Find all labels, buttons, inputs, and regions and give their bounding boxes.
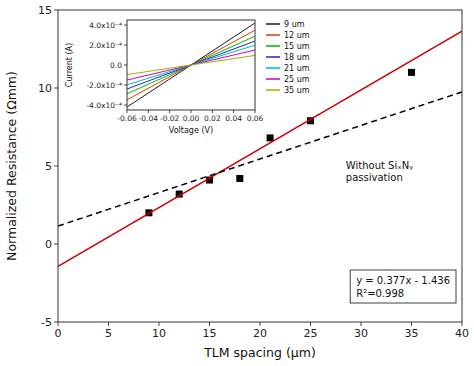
- y-tick-label: 10: [38, 82, 52, 95]
- x-tick: [361, 322, 362, 326]
- equation-box: y = 0.377x - 1.436 R²=0.998: [350, 270, 456, 303]
- chart: 0510152025303540-5051015TLM spacing (μm)…: [0, 0, 474, 366]
- x-tick: [108, 322, 109, 326]
- legend-label: 25 um: [284, 75, 310, 84]
- x-tick: [260, 322, 261, 326]
- plot-background: [127, 20, 255, 110]
- legend-swatch: [266, 23, 280, 25]
- series-line: [127, 41, 255, 89]
- annotation-text: passivation: [346, 172, 403, 183]
- axes-1: -0.06-0.04-0.020.00 0.02 0.04 0.06 -4.0x10⁻⁴…: [65, 20, 310, 136]
- legend-label: 12 um: [284, 31, 310, 40]
- series-line: [127, 45, 255, 85]
- x-tick-label: 0.04: [225, 114, 242, 123]
- y-tick: [54, 166, 58, 167]
- y-tick-label: 15: [38, 4, 52, 17]
- y-tick-label: -5: [41, 316, 52, 329]
- x-tick-label: 10: [152, 327, 166, 340]
- x-tick-label: 0: [55, 327, 62, 340]
- x-axis-label: Voltage (V): [169, 126, 213, 135]
- scatter-point: [408, 69, 415, 76]
- legend-label: 9 um: [284, 20, 305, 29]
- annotation-text: y = 0.377x - 1.436: [356, 275, 450, 286]
- x-tick-label: -0.02: [160, 114, 180, 123]
- plot-frame: [127, 20, 255, 110]
- equation-frame: [350, 270, 456, 303]
- scatter-point: [267, 134, 274, 141]
- y-tick-label: -4.0x10⁻⁴: [86, 101, 122, 110]
- x-tick-label: 0.02: [204, 114, 221, 123]
- legend-swatch: [266, 34, 280, 36]
- y-axis-label: Current (A): [65, 43, 74, 87]
- legend-label: 35 um: [284, 86, 310, 95]
- axes-0: 0510152025303540-5051015TLM spacing (μm)…: [4, 4, 469, 361]
- x-tick-label: 20: [253, 327, 267, 340]
- series-line: [127, 30, 255, 100]
- y-tick-label: 0.0: [110, 61, 122, 70]
- x-tick: [411, 322, 412, 326]
- data-layer: [127, 23, 255, 107]
- series-line: [127, 55, 255, 74]
- legend-swatch: [266, 89, 280, 91]
- series-line: [58, 31, 462, 266]
- x-axis-label: TLM spacing (μm): [203, 345, 316, 360]
- annotation: Without SiₓNᵧpassivation: [346, 160, 413, 183]
- legend: 9 um 12 um 15 um 18 um 21 um 25 um 35 um: [266, 20, 310, 95]
- annotation-text: Without SiₓNᵧ: [346, 160, 413, 171]
- y-tick: [54, 10, 58, 11]
- x-tick-label: 35: [405, 327, 419, 340]
- x-tick-label: 0.00: [183, 114, 200, 123]
- x-tick: [310, 322, 311, 326]
- x-tick: [209, 322, 210, 326]
- x-tick: [159, 322, 160, 326]
- legend-label: 18 um: [284, 53, 310, 62]
- x-tick-label: 15: [203, 327, 217, 340]
- y-tick: [54, 88, 58, 89]
- y-tick-label: 4.0x10⁻⁴: [89, 21, 122, 30]
- x-tick-label: -0.06: [117, 114, 137, 123]
- y-tick-label: 0: [45, 238, 52, 251]
- series-line: [127, 50, 255, 80]
- x-tick-label: 40: [455, 327, 469, 340]
- x-tick-label: -0.04: [139, 114, 159, 123]
- y-tick-label: 2.0x10⁻⁴: [89, 41, 122, 50]
- x-tick-label: 5: [105, 327, 112, 340]
- legend-swatch: [266, 67, 280, 69]
- series-line: [127, 23, 255, 107]
- legend-swatch: [266, 56, 280, 58]
- plot-background: [58, 10, 462, 322]
- y-tick-label: -2.0x10⁻⁴: [86, 81, 122, 90]
- y-tick-label: 5: [45, 160, 52, 173]
- series-line: [58, 92, 462, 226]
- y-tick: [54, 322, 58, 323]
- scatter-point: [236, 175, 243, 182]
- y-axis-label: Normalized Resistance (Ωmm): [4, 71, 19, 261]
- x-tick-label: 30: [354, 327, 368, 340]
- plot-frame: [58, 10, 462, 322]
- y-tick: [54, 244, 58, 245]
- legend-label: 21 um: [284, 64, 310, 73]
- legend-label: 15 um: [284, 42, 310, 51]
- x-tick-label: 0.06: [247, 114, 264, 123]
- x-tick: [58, 322, 59, 326]
- legend-swatch: [266, 78, 280, 80]
- annotation-text: R²=0.998: [356, 288, 404, 299]
- data-layer: [58, 31, 462, 266]
- series-line: [127, 36, 255, 94]
- x-tick-label: 25: [304, 327, 318, 340]
- legend-swatch: [266, 45, 280, 47]
- x-tick: [462, 322, 463, 326]
